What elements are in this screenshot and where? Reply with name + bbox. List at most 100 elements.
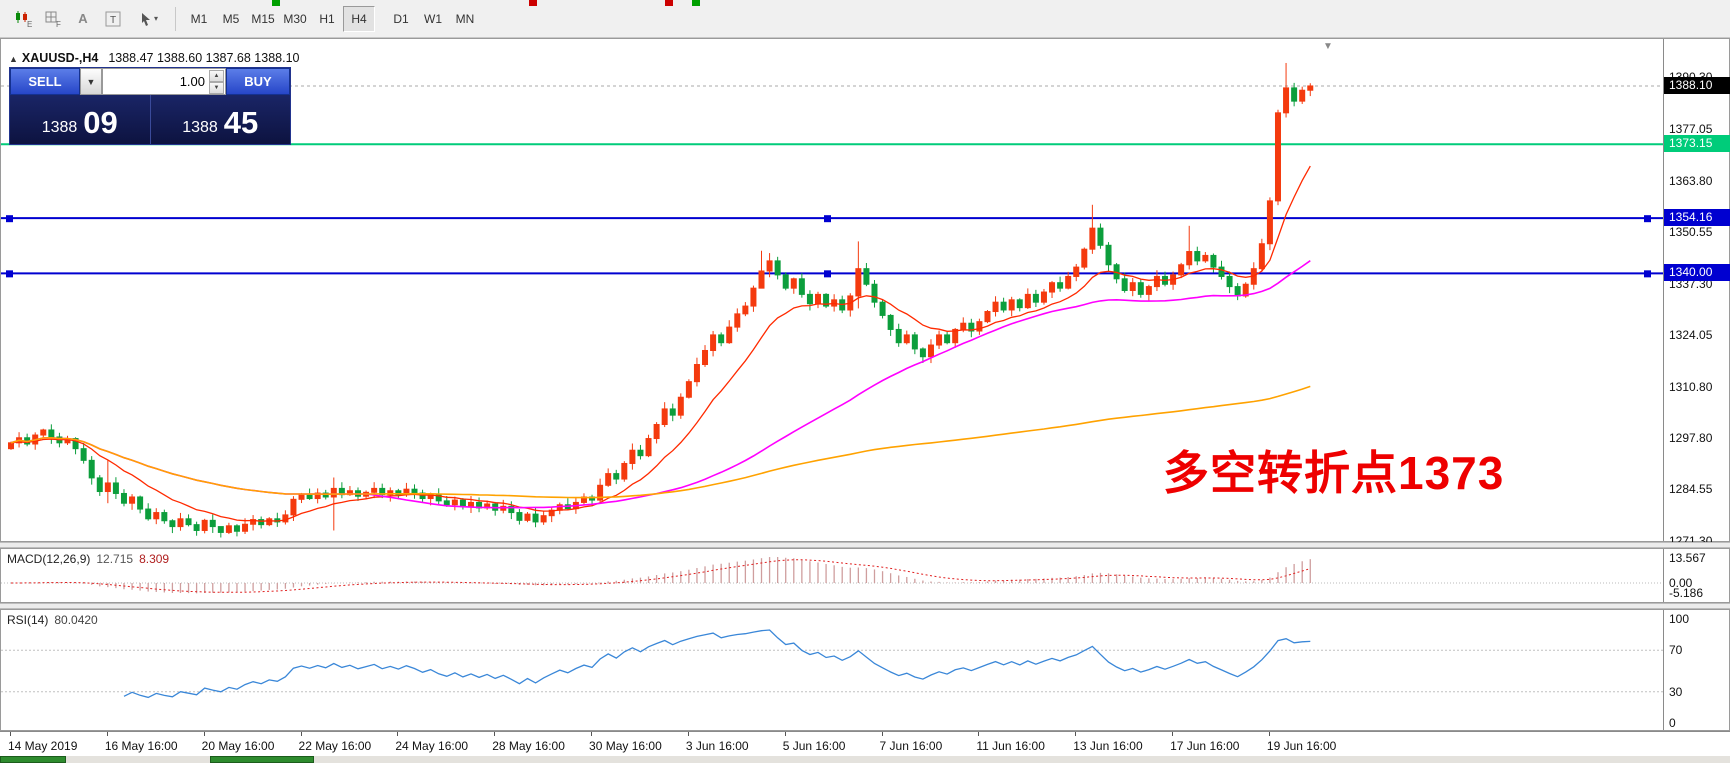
buy-button[interactable]: BUY bbox=[226, 68, 290, 95]
line-handle[interactable] bbox=[1644, 270, 1651, 278]
timeframe-button-h4[interactable]: H4 bbox=[343, 5, 375, 32]
cursor-tool-icon[interactable]: ▾ bbox=[128, 5, 168, 33]
symbol-label: XAUUSD-,H4 bbox=[21, 51, 99, 65]
line-handle[interactable] bbox=[6, 270, 13, 278]
volume-decrement-button[interactable]: ▼ bbox=[209, 82, 224, 94]
rsi-name: RSI(14) bbox=[7, 613, 49, 627]
candle-body bbox=[290, 498, 297, 516]
candlestick-glyph: E bbox=[16, 10, 32, 28]
chevron-down-icon: ▾ bbox=[153, 14, 158, 23]
candle-body bbox=[443, 500, 450, 506]
sell-button[interactable]: SELL bbox=[10, 68, 80, 95]
candle-body bbox=[653, 424, 660, 440]
time-axis[interactable]: 14 May 2019 16 May 16:00 20 May 16:00 22 Ma… bbox=[0, 731, 1730, 756]
line-handle[interactable] bbox=[824, 270, 831, 278]
time-tick bbox=[881, 732, 883, 736]
candle-body bbox=[782, 274, 789, 289]
time-axis-label: 11 Jun 16:00 bbox=[976, 739, 1045, 753]
candle-body bbox=[1186, 251, 1193, 266]
line-handle[interactable] bbox=[1644, 215, 1651, 223]
panel-splitter[interactable] bbox=[0, 603, 1730, 609]
candle-body bbox=[298, 494, 305, 500]
rsi-panel[interactable]: RSI(14) 80.0420 100 70 30 0 bbox=[0, 609, 1730, 731]
candle-body bbox=[387, 490, 394, 496]
chart-type-icon[interactable]: E bbox=[8, 5, 38, 33]
line-handle[interactable] bbox=[6, 215, 13, 223]
macd-scale-label: 0.00 bbox=[1669, 576, 1693, 590]
time-tick bbox=[1075, 732, 1077, 736]
candle-body bbox=[1202, 254, 1209, 262]
timeframe-button-h1[interactable]: H1 bbox=[311, 6, 343, 32]
candle-body bbox=[40, 429, 47, 436]
sell-price-display[interactable]: 1388 09 bbox=[10, 95, 150, 144]
macd-name: MACD(12,26,9) bbox=[7, 552, 91, 566]
bottom-tab[interactable] bbox=[0, 756, 66, 763]
candle-body bbox=[80, 448, 87, 461]
line-handle[interactable] bbox=[824, 215, 831, 223]
scale-separator bbox=[1663, 39, 1664, 541]
bid-price-badge: 1388.10 bbox=[1664, 76, 1730, 94]
candle-body bbox=[798, 278, 805, 295]
price-divider bbox=[149, 95, 151, 144]
volume-increment-button[interactable]: ▲ bbox=[209, 70, 224, 82]
candle-body bbox=[1234, 286, 1241, 297]
candle-body bbox=[1194, 251, 1201, 262]
candle-body bbox=[968, 322, 975, 332]
candle-body bbox=[1274, 112, 1281, 202]
grid-f-icon[interactable]: F bbox=[38, 5, 68, 33]
candle-body bbox=[815, 293, 821, 305]
text-t-icon[interactable]: T bbox=[98, 5, 128, 33]
candle-body bbox=[1242, 283, 1249, 297]
collapse-triangle-icon[interactable]: ▲ bbox=[9, 54, 18, 64]
candle-body bbox=[903, 334, 910, 344]
buy-price-display[interactable]: 1388 45 bbox=[151, 95, 291, 144]
candle-body bbox=[306, 494, 313, 500]
timeframe-button-m1[interactable]: M1 bbox=[183, 6, 215, 32]
timeframe-button-m5[interactable]: M5 bbox=[215, 6, 247, 32]
volume-input[interactable] bbox=[103, 69, 225, 94]
candle-body bbox=[944, 334, 951, 344]
candle-body bbox=[322, 492, 329, 498]
scale-separator bbox=[1663, 549, 1664, 602]
candle-body bbox=[669, 408, 676, 416]
macd-panel[interactable]: MACD(12,26,9) 12.715 8.309 13.567 0.00 -5.18… bbox=[0, 548, 1730, 603]
rsi-title: RSI(14) 80.0420 bbox=[7, 613, 104, 627]
candle-body bbox=[169, 520, 176, 528]
level-1354-badge: 1354.16 bbox=[1664, 209, 1730, 227]
rsi-canvas[interactable] bbox=[1, 610, 1663, 732]
candle-body bbox=[1226, 275, 1233, 288]
timeframe-button-d1[interactable]: D1 bbox=[385, 6, 417, 32]
timeframe-button-m30[interactable]: M30 bbox=[279, 6, 311, 32]
time-tick bbox=[203, 732, 205, 736]
candle-body bbox=[1137, 282, 1144, 295]
candle-body bbox=[330, 487, 337, 498]
text-a-icon[interactable]: A bbox=[68, 5, 98, 33]
price-chart-canvas[interactable] bbox=[1, 39, 1663, 543]
time-axis-label: 3 Jun 16:00 bbox=[685, 739, 749, 753]
panel-splitter[interactable] bbox=[0, 542, 1730, 548]
candle-body bbox=[1040, 291, 1047, 303]
timeframe-button-m15[interactable]: M15 bbox=[247, 6, 279, 32]
toolbar-separator bbox=[175, 6, 176, 31]
candle-body bbox=[629, 449, 636, 464]
time-tick bbox=[1172, 732, 1174, 736]
price-chart-panel[interactable]: ▲ XAUUSD-,H4 1388.47 1388.60 1387.68 1388.… bbox=[0, 38, 1730, 548]
macd-canvas[interactable] bbox=[1, 549, 1663, 604]
chart-shift-marker-icon[interactable]: ▼ bbox=[1323, 41, 1333, 52]
candle-body bbox=[806, 293, 813, 305]
time-axis-label: 20 May 16:00 bbox=[201, 739, 275, 753]
volume-dropdown-button[interactable]: ▼ bbox=[80, 68, 102, 95]
sell-price-base: 1388 bbox=[41, 119, 78, 136]
moving-average-line bbox=[10, 165, 1311, 522]
candle-body bbox=[661, 408, 668, 426]
candle-body bbox=[605, 473, 612, 486]
timeframe-button-w1[interactable]: W1 bbox=[417, 6, 449, 32]
candle-body bbox=[233, 525, 240, 532]
candle-body bbox=[1105, 244, 1112, 266]
candle-body bbox=[952, 328, 959, 344]
candle-body bbox=[516, 512, 523, 521]
bottom-tab[interactable] bbox=[210, 756, 314, 763]
candle-body bbox=[242, 523, 249, 532]
timeframe-button-mn[interactable]: MN bbox=[449, 6, 481, 32]
candle-body bbox=[718, 334, 725, 344]
